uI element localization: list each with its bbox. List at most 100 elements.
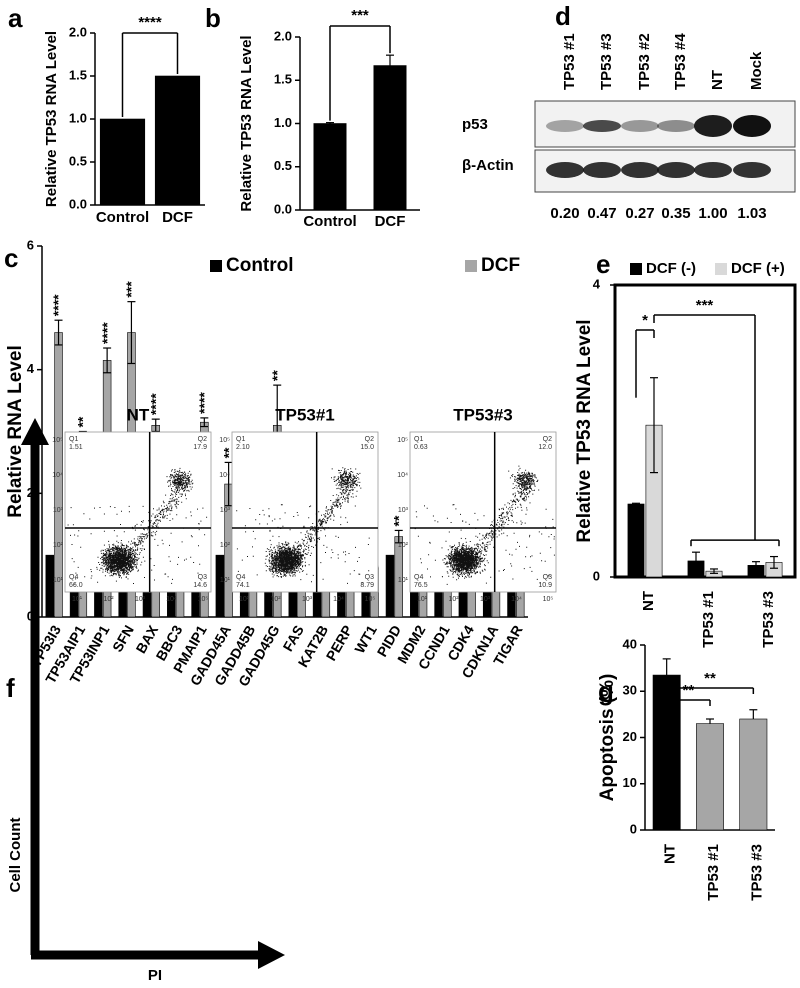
y-tick-label: 10²	[398, 542, 409, 549]
blot-band	[583, 120, 621, 132]
x-tick-label: 10¹	[239, 596, 250, 603]
error-bar	[706, 718, 714, 724]
error-bar	[749, 709, 758, 719]
quadrant-value: 14.6	[193, 582, 207, 589]
quadrant-name: Q3	[543, 574, 552, 581]
significance-label: ***	[123, 281, 139, 298]
bar	[739, 718, 768, 831]
x-tick-label: 10²	[103, 596, 114, 603]
x-tick-label: 10³	[480, 596, 491, 603]
plot-title: NT	[127, 405, 150, 424]
quadrant-name: Q3	[365, 574, 374, 581]
bar	[313, 123, 347, 211]
x-tick-label: Control	[303, 213, 356, 230]
legend-swatch	[465, 260, 477, 272]
lane-label: TP53 #2	[636, 33, 653, 90]
panel-label: b	[205, 3, 221, 33]
bar	[696, 723, 724, 831]
blot-band	[546, 120, 584, 132]
blot-band	[583, 162, 621, 178]
error-bar	[224, 461, 233, 507]
significance-label: **	[390, 515, 406, 526]
quadrant-name: Q4	[69, 574, 78, 581]
significance-label: **	[220, 447, 236, 458]
significance-label: ****	[147, 393, 163, 415]
y-axis-label: Relative TP53 RNA Level	[43, 31, 60, 207]
bar	[45, 554, 55, 618]
panel-label: d	[555, 1, 571, 31]
x-tick-label: 10¹	[72, 596, 83, 603]
y-tick-label: 1.5	[69, 67, 87, 82]
quantification: 0.35	[661, 205, 690, 222]
bar	[385, 554, 395, 618]
significance-label: **	[704, 670, 716, 687]
bar	[373, 65, 407, 211]
y-tick-label: 0.0	[69, 196, 87, 211]
legend-label: DCF (-)	[646, 260, 696, 277]
x-tick-label: TP53 #1	[700, 591, 717, 648]
y-tick-label: 0.5	[274, 158, 292, 173]
quantification: 1.03	[737, 205, 766, 222]
y-tick-label: 10⁵	[397, 437, 408, 444]
y-tick-label: 10¹	[220, 577, 231, 584]
x-tick-label: 10⁴	[166, 596, 177, 603]
quadrant-name: Q3	[198, 574, 207, 581]
bar	[652, 674, 681, 831]
y-tick-label: 0.0	[274, 201, 292, 216]
plot-frame	[409, 431, 557, 593]
panel-label: g	[598, 676, 614, 706]
y-tick-label: 6	[27, 237, 34, 252]
quadrant-value: 74.1	[236, 582, 250, 589]
x-tick-label: NT	[662, 844, 679, 864]
legend-label: Control	[226, 255, 294, 276]
quadrant-name: Q2	[198, 436, 207, 443]
y-tick-label: 10	[623, 775, 637, 790]
quadrant-name: Q4	[236, 574, 245, 581]
significance-label: ****	[50, 294, 66, 316]
blot-band	[621, 120, 659, 132]
x-tick-label: 10³	[135, 596, 146, 603]
y-tick-label: 2.0	[274, 28, 292, 43]
quadrant-value: 2.10	[236, 444, 250, 451]
row-label: p53	[462, 116, 488, 133]
panel-label: c	[4, 243, 18, 273]
bar	[627, 503, 645, 578]
quadrant-value: 76.5	[414, 582, 428, 589]
plot-title: TP53#1	[275, 405, 335, 424]
quadrant-name: Q1	[236, 436, 245, 443]
quadrant-name: Q2	[365, 436, 374, 443]
quadrant-value: 10.9	[538, 582, 552, 589]
y-tick-label: 10⁴	[219, 472, 230, 479]
plot-frame	[64, 431, 212, 593]
significance-label: *	[642, 312, 648, 329]
quantification: 0.47	[587, 205, 616, 222]
legend-swatch	[715, 263, 727, 275]
x-tick-label: 10⁴	[333, 596, 344, 603]
significance-label: ***	[696, 297, 714, 314]
x-tick-label: 10⁵	[543, 596, 554, 603]
y-axis-label: Relative TP53 RNA Level	[238, 35, 255, 211]
error-bar	[710, 568, 718, 574]
y-axis-label: Relative TP53 RNA Level	[574, 319, 595, 542]
error-bar	[200, 417, 209, 428]
error-bar	[752, 561, 760, 570]
significance-label: **	[269, 370, 285, 381]
y-tick-label: 10³	[398, 507, 409, 514]
quadrant-value: 0.63	[414, 444, 428, 451]
error-bar	[692, 551, 700, 571]
error-bar	[103, 347, 112, 374]
y-tick-label: 10⁵	[52, 437, 63, 444]
quadrant-name: Q4	[414, 574, 423, 581]
x-tick-label: TP53 #1	[705, 844, 722, 901]
y-tick-label: 0	[27, 608, 34, 623]
quadrant-value: 12.0	[538, 444, 552, 451]
flow-axes	[21, 418, 285, 969]
significance-label: **	[75, 416, 91, 427]
significance-label: ***	[351, 7, 369, 24]
quadrant-name: Q1	[69, 436, 78, 443]
significance-label: ****	[138, 14, 162, 31]
lane-label: TP53 #3	[598, 33, 615, 90]
error-bar	[54, 319, 63, 346]
blot-band	[621, 162, 659, 178]
